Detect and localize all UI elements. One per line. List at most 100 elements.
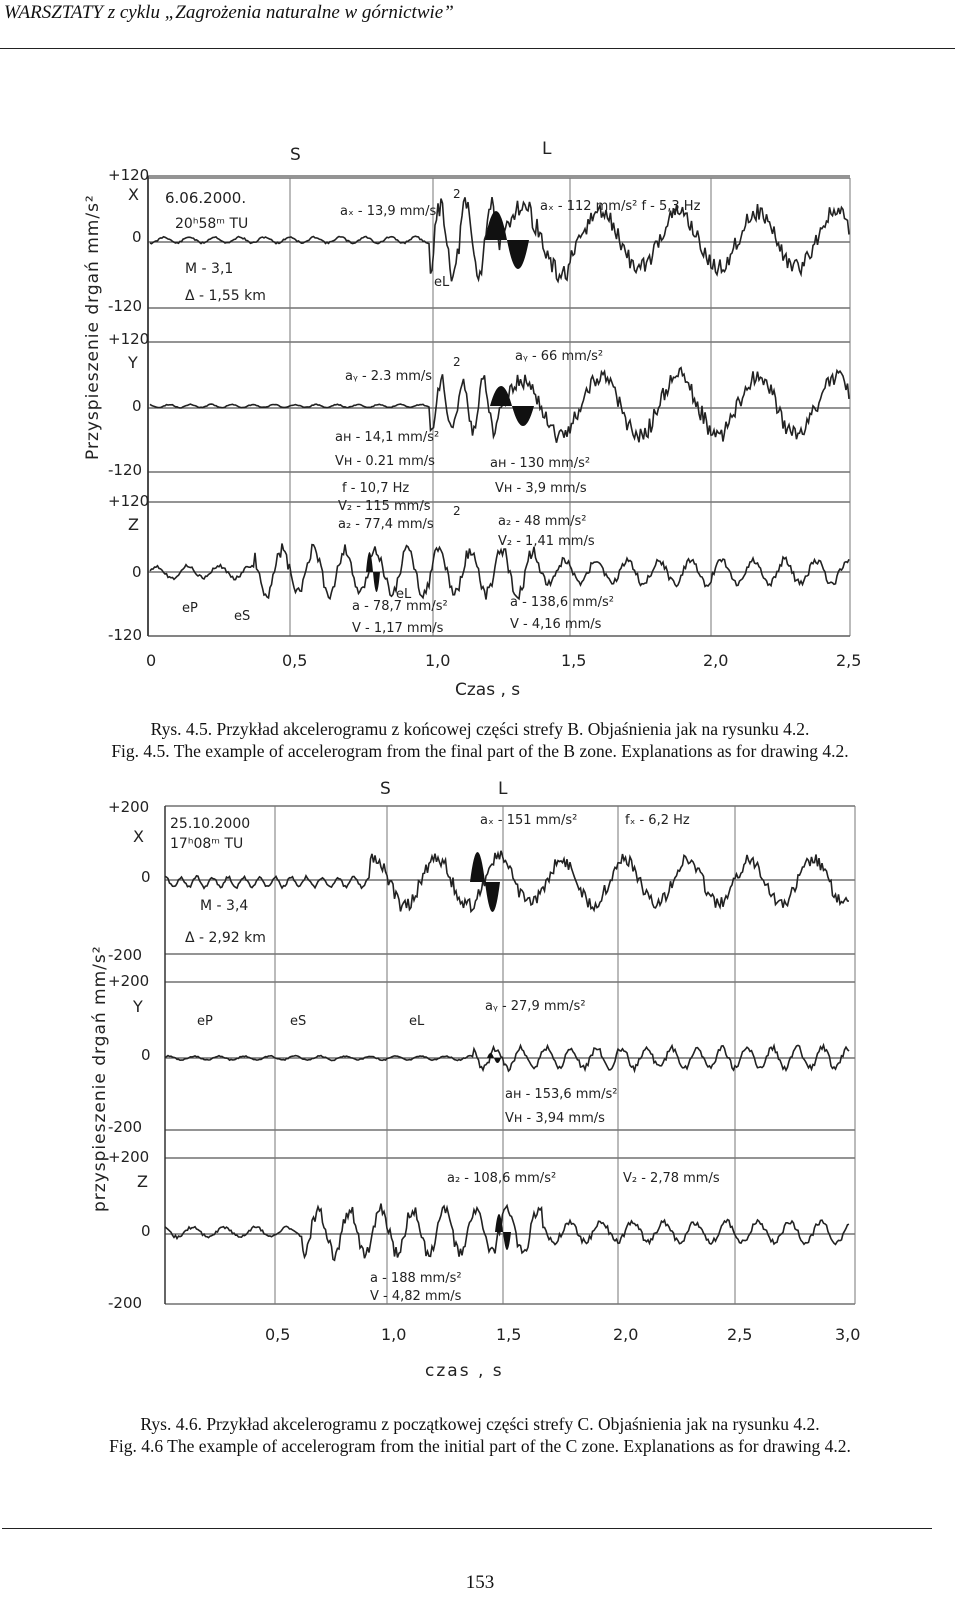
tick-label: 0 bbox=[141, 868, 151, 886]
x-tick-label: 0,5 bbox=[282, 651, 307, 670]
note: fₓ - 6,2 Hz bbox=[625, 813, 690, 828]
note: aₓ - 112 mm/s² f - 5,3 Hz bbox=[540, 199, 701, 214]
tick-label: +120 bbox=[108, 492, 149, 510]
l-wave-marker: L bbox=[542, 139, 552, 159]
peak-fill bbox=[485, 211, 529, 269]
note: 6.06.2000. bbox=[165, 189, 246, 207]
note: eL bbox=[434, 275, 450, 290]
note: 2 bbox=[453, 187, 461, 201]
note: aᵧ - 66 mm/s² bbox=[515, 349, 603, 364]
s-wave-marker: S bbox=[290, 145, 301, 165]
x-tick-label: 1,0 bbox=[381, 1325, 406, 1344]
note: aᵧ - 27,9 mm/s² bbox=[485, 999, 586, 1014]
y-axis-title: Przyspieszenie drgań mm/s² bbox=[83, 194, 103, 460]
note: V₂ - 2,78 mm/s bbox=[623, 1171, 720, 1186]
note: a₂ - 77,4 mm/s bbox=[338, 517, 434, 532]
peak-fill bbox=[366, 552, 380, 592]
panel-y-label: Y bbox=[132, 997, 143, 1016]
note: aᵧ - 2.3 mm/s bbox=[345, 369, 432, 384]
peak-fill bbox=[490, 386, 534, 426]
figure-caption-4-6: Rys. 4.6. Przykład akcelerogramu z począ… bbox=[0, 1413, 960, 1457]
note: 2 bbox=[453, 355, 461, 369]
panel-y-label: Y bbox=[127, 353, 138, 372]
waveform bbox=[164, 1042, 850, 1074]
note: aʜ - 14,1 mm/s² bbox=[335, 430, 439, 445]
accelerogram-figure-4-6: S L przyspieszenie drgań mm/s² czas , s … bbox=[90, 779, 860, 1381]
peak-fill bbox=[487, 1053, 501, 1063]
panel-z-label: Z bbox=[128, 515, 139, 534]
tick-label: -200 bbox=[108, 1294, 142, 1312]
panel-x-label: X bbox=[133, 827, 144, 846]
tick-label: 0 bbox=[141, 1222, 151, 1240]
note: eL bbox=[396, 587, 412, 602]
x-tick-label: 1,5 bbox=[496, 1325, 521, 1344]
tick-label: -200 bbox=[108, 1118, 142, 1136]
note: M - 3,4 bbox=[200, 898, 248, 914]
note: aʜ - 153,6 mm/s² bbox=[505, 1087, 617, 1102]
x-tick-label: 0 bbox=[146, 651, 156, 670]
note: eP bbox=[197, 1014, 213, 1029]
note: M - 3,1 bbox=[185, 261, 233, 277]
x-tick-label: 2,5 bbox=[727, 1325, 752, 1344]
panel-x-label: X bbox=[128, 185, 139, 204]
note: aʜ - 130 mm/s² bbox=[490, 456, 590, 471]
note: a - 138,6 mm/s² bbox=[510, 595, 614, 610]
panel-z-label: Z bbox=[137, 1172, 148, 1191]
note: 25.10.2000 bbox=[170, 816, 250, 832]
note: a₂ - 108,6 mm/s² bbox=[447, 1171, 556, 1186]
tick-label: +200 bbox=[108, 972, 149, 990]
x-tick-label: 1,0 bbox=[425, 651, 450, 670]
caption-english: Fig. 4.5. The example of accelerogram fr… bbox=[111, 741, 849, 761]
tick-label: +200 bbox=[108, 1148, 149, 1166]
tick-label: -120 bbox=[108, 297, 142, 315]
note: eS bbox=[234, 609, 250, 624]
note: a - 188 mm/s² bbox=[370, 1271, 462, 1286]
caption-polish: Rys. 4.5. Przykład akcelerogramu z końco… bbox=[150, 719, 810, 739]
y-axis-title: przyspieszenie drgań mm/s² bbox=[90, 945, 110, 1212]
running-header: WARSZTATY z cyklu „Zagrożenia naturalne … bbox=[4, 2, 454, 23]
x-axis-title: czas , s bbox=[425, 1361, 504, 1381]
caption-polish: Rys. 4.6. Przykład akcelerogramu z począ… bbox=[140, 1414, 820, 1434]
note: eS bbox=[290, 1014, 306, 1029]
note: Δ - 2,92 km bbox=[185, 930, 266, 946]
peak-fill bbox=[470, 852, 500, 912]
tick-label: 0 bbox=[132, 563, 142, 581]
s-wave-marker: S bbox=[380, 779, 391, 799]
seismic-traces bbox=[149, 196, 850, 601]
x-tick-label: 2,0 bbox=[703, 651, 728, 670]
tick-label: -120 bbox=[108, 626, 142, 644]
note: 17ʰ08ᵐ TU bbox=[170, 836, 243, 852]
accelerogram-figure-4-5: S L Przyspieszenie drgań mm/s² Czas , s … bbox=[83, 139, 861, 700]
tick-label: -200 bbox=[108, 946, 142, 964]
waveform bbox=[149, 543, 850, 601]
figure-caption-4-5: Rys. 4.5. Przykład akcelerogramu z końco… bbox=[0, 718, 960, 762]
x-tick-label: 3,0 bbox=[835, 1325, 860, 1344]
waveform bbox=[164, 850, 850, 914]
note: 2 bbox=[453, 504, 461, 518]
note: aₓ - 151 mm/s² bbox=[480, 813, 577, 828]
x-tick-label: 1,5 bbox=[561, 651, 586, 670]
tick-label: 0 bbox=[132, 397, 142, 415]
caption-english: Fig. 4.6 The example of accelerogram fro… bbox=[109, 1436, 851, 1456]
note: Vʜ - 3,9 mm/s bbox=[495, 481, 587, 496]
peak-fill bbox=[495, 1214, 511, 1250]
note: V₂ - 1,41 mm/s bbox=[498, 534, 595, 549]
x-tick-label: 0,5 bbox=[265, 1325, 290, 1344]
tick-label: 0 bbox=[132, 228, 142, 246]
note: eP bbox=[182, 601, 198, 616]
note: eL bbox=[409, 1014, 425, 1029]
waveform bbox=[149, 366, 850, 443]
note: Δ - 1,55 km bbox=[185, 288, 266, 304]
figure-grid bbox=[164, 805, 856, 1305]
note: a₂ - 48 mm/s² bbox=[498, 514, 587, 529]
note: f - 10,7 Hz bbox=[342, 481, 409, 496]
waveform bbox=[149, 196, 850, 284]
tick-label: +120 bbox=[108, 166, 149, 184]
header-rule bbox=[0, 48, 955, 49]
tick-label: -120 bbox=[108, 461, 142, 479]
footer-rule bbox=[2, 1528, 932, 1529]
note: aₓ - 13,9 mm/s bbox=[340, 204, 436, 219]
tick-label: +120 bbox=[108, 330, 149, 348]
page-number: 153 bbox=[465, 1572, 495, 1593]
seismic-traces bbox=[164, 850, 850, 1262]
